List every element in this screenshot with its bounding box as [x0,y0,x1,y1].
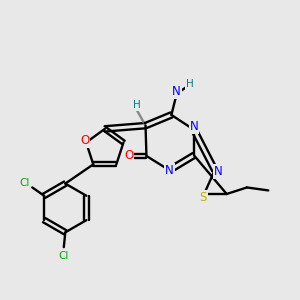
Text: N: N [214,165,223,178]
Text: N: N [165,164,174,177]
Text: Cl: Cl [58,250,69,260]
Text: O: O [124,149,133,162]
Text: N: N [172,85,181,98]
Text: H: H [133,100,140,110]
Text: O: O [80,134,89,148]
Text: Cl: Cl [20,178,30,188]
Text: N: N [190,120,198,133]
Text: H: H [186,79,194,89]
Text: S: S [199,191,207,204]
